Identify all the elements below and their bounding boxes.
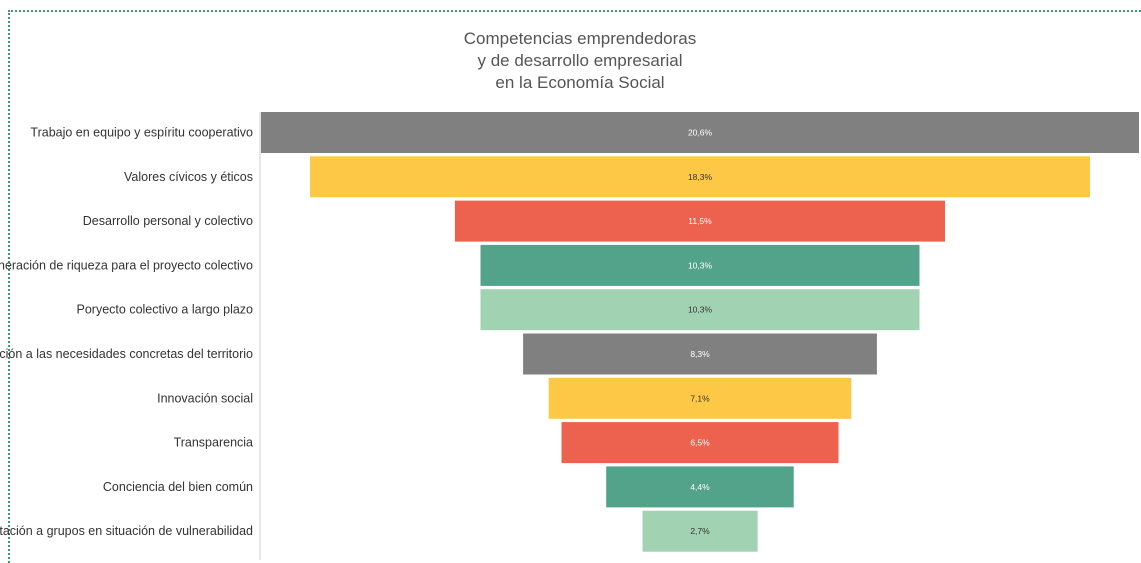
bar-value-label-5: 10,3% — [688, 305, 713, 315]
category-label-7: Innovación social — [157, 391, 253, 405]
funnel-bar-5[interactable] — [480, 289, 920, 331]
category-label-6: Atención a las necesidades concretas del… — [0, 347, 253, 361]
category-label-5: Poryecto colectivo a largo plazo — [77, 303, 254, 317]
chart-title-line-3: en la Economía Social — [495, 73, 665, 92]
funnel-bar-3[interactable] — [454, 200, 945, 242]
category-label-1: Trabajo en equipo y espíritu cooperativo — [30, 126, 253, 140]
bar-value-label-10: 2,7% — [690, 526, 710, 536]
bar-value-label-2: 18,3% — [688, 172, 713, 182]
bar-value-label-7: 7,1% — [690, 393, 710, 403]
category-label-8: Transparencia — [174, 436, 253, 450]
category-label-10: Orientación a grupos en situación de vul… — [0, 524, 253, 538]
bar-value-label-9: 4,4% — [690, 482, 710, 492]
funnel-bar-9[interactable] — [606, 466, 794, 508]
category-labels-group: Trabajo en equipo y espíritu cooperativo… — [0, 126, 253, 539]
bar-value-label-4: 10,3% — [688, 260, 713, 270]
category-label-9: Conciencia del bien común — [103, 480, 253, 494]
category-label-3: Desarrollo personal y colectivo — [83, 214, 253, 228]
funnel-bar-10[interactable] — [642, 510, 758, 552]
chart-frame — [8, 10, 1141, 563]
chart-title-line-1: Competencias emprendedoras — [463, 29, 697, 48]
funnel-bar-2[interactable] — [310, 156, 1090, 198]
funnel-bar-8[interactable] — [561, 422, 839, 464]
bars-group: 20,6% 18,3% 11,5% 10,3% 10,3% 8,3% 7,1% 6,5% 4,4… — [261, 112, 1139, 552]
category-label-2: Valores cívicos y éticos — [124, 170, 253, 184]
funnel-bar-6[interactable] — [523, 333, 877, 375]
chart-title-line-2: y de desarrollo empresarial — [477, 51, 683, 70]
bar-value-label-1: 20,6% — [688, 128, 713, 138]
bar-value-label-3: 11,5% — [688, 216, 712, 226]
funnel-bar-4[interactable] — [480, 244, 920, 286]
bar-value-label-8: 6,5% — [690, 438, 710, 448]
category-label-4: Generación de riqueza para el proyecto c… — [0, 258, 253, 272]
chart-title: Competencias emprendedoras y de desarrol… — [360, 28, 800, 94]
bar-value-label-6: 8,3% — [690, 349, 710, 359]
funnel-bar-7[interactable] — [548, 377, 852, 419]
funnel-bar-1[interactable] — [261, 112, 1139, 153]
